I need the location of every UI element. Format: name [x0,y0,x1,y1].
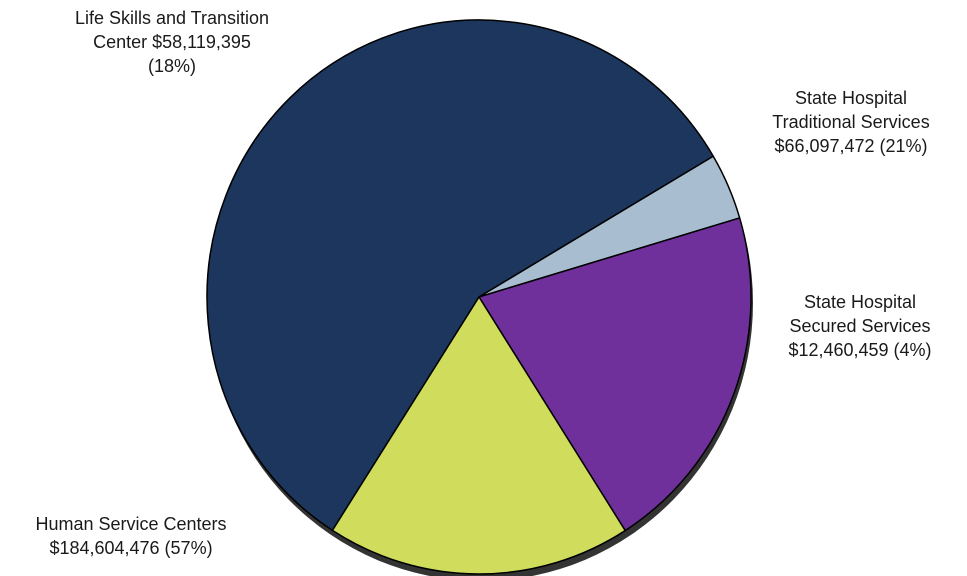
label-state-hospital-traditional: State Hospital Traditional Services $66,… [735,86,967,158]
label-line: State Hospital [803,292,917,312]
label-line: Traditional Services [772,112,930,132]
label-line: Secured Services [789,316,931,336]
label-line: Human Service Centers [35,514,227,534]
label-human-service-centers: Human Service Centers $184,604,476 (57%) [0,512,262,560]
label-line: State Hospital [794,88,908,108]
label-state-hospital-secured: State Hospital Secured Services $12,460,… [753,290,967,362]
label-life-skills-center: Life Skills and Transition Center $58,11… [40,6,304,78]
label-line: $12,460,459 (4%) [788,340,932,360]
pie-slice-life-skills-and-transition-center [331,296,626,575]
pie-slice-human-service-centers [206,19,714,532]
label-line: Center $58,119,395 [93,32,251,52]
label-line: $66,097,472 (21%) [774,136,928,156]
label-line: Life Skills and Transition [74,8,270,28]
pie-slice-state-hospital-traditional-services [478,217,752,532]
label-line: $184,604,476 (57%) [49,538,213,558]
label-line: (18%) [147,56,196,76]
